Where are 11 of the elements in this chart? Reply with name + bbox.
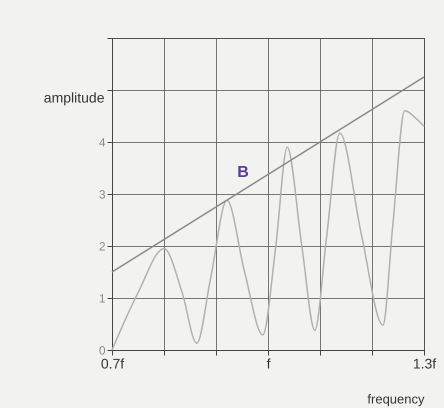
x-tick-label: f	[266, 356, 271, 372]
y-tick-label: 2	[98, 240, 106, 254]
y-axis-title: amplitude	[44, 90, 105, 106]
x-tick-label: 0.7f	[100, 356, 124, 372]
y-tick-label: 1	[98, 292, 106, 306]
annotation: B	[237, 164, 249, 182]
y-tick-label: 0	[98, 344, 106, 358]
x-axis-title: frequency	[367, 392, 425, 406]
y-tick-label: 4	[98, 136, 106, 150]
x-tick-label: 1.3f	[412, 356, 436, 372]
y-tick-label: 3	[98, 188, 106, 202]
